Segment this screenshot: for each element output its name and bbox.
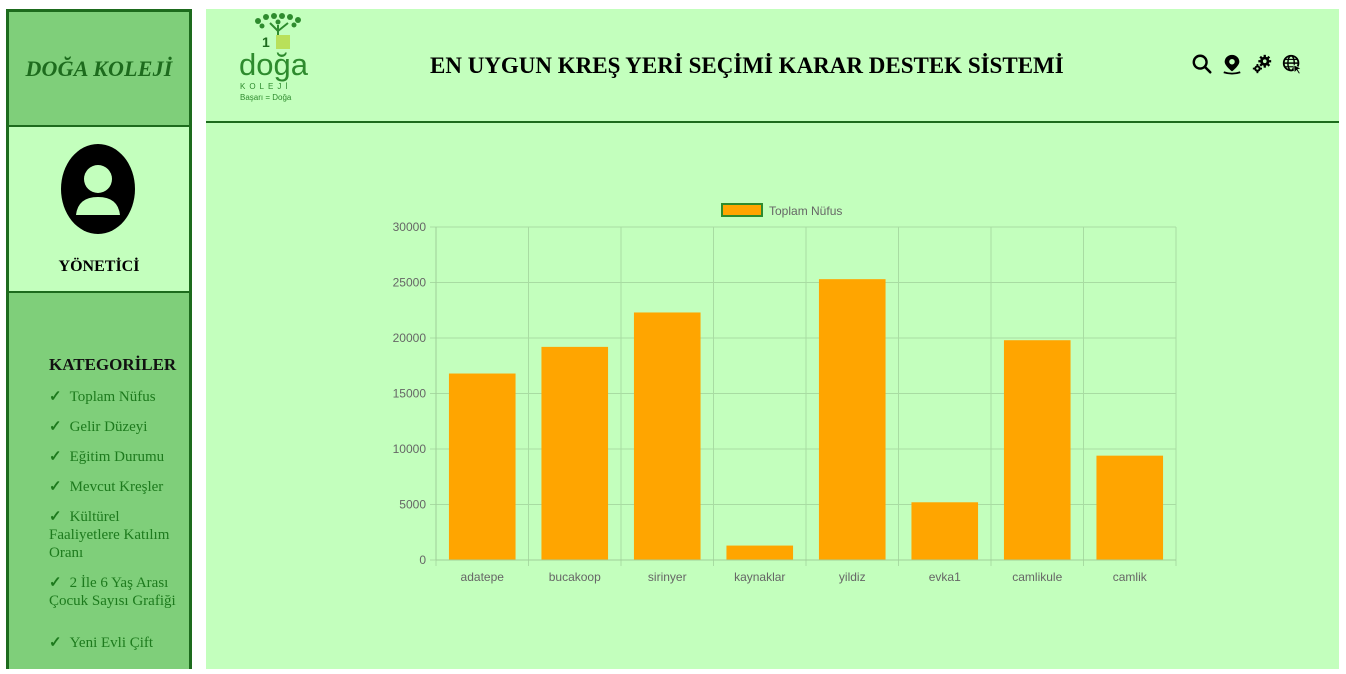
bar-yildiz — [818, 279, 886, 560]
check-icon: ✓ — [49, 449, 62, 465]
category-gelir-duzeyi[interactable]: ✓ Gelir Düzeyi — [49, 418, 189, 436]
page-title: EN UYGUN KREŞ YERİ SEÇİMİ KARAR DESTEK S… — [430, 53, 1064, 78]
category-mevcut-kresler[interactable]: ✓ Mevcut Kreşler — [49, 478, 189, 496]
check-icon: ✓ — [49, 635, 62, 651]
location-pin-icon[interactable] — [1221, 53, 1243, 75]
x-tick-label: adatepe — [461, 570, 505, 584]
check-icon: ✓ — [49, 389, 62, 405]
y-tick-label: 30000 — [393, 220, 427, 234]
y-tick-label: 25000 — [393, 276, 427, 290]
chart-area: 0 5000 10000 15000 20000 25000 30000 adatepe buc… — [206, 123, 1339, 669]
bar-sirinyer — [633, 312, 701, 560]
y-tick-label: 5000 — [399, 498, 426, 512]
population-bar-chart: 0 5000 10000 15000 20000 25000 30000 adatepe buc… — [393, 203, 1177, 584]
header: 1 doğa KOLEJİ Başarı = Doğa EN UYGUN KRE… — [206, 9, 1339, 123]
check-icon: ✓ — [49, 575, 62, 591]
x-tick-label: evka1 — [929, 570, 961, 584]
categories-section: KATEGORİLER ✓ Toplam Nüfus ✓ Gelir Düzeyi … — [9, 293, 189, 652]
category-yeni-evli-cift[interactable]: ✓ Yeni Evli Çift — [49, 634, 189, 652]
y-tick-label: 20000 — [393, 331, 427, 345]
x-tick-label: camlik — [1113, 570, 1148, 584]
brand-name: DOĞA KOLEJİ — [25, 55, 173, 81]
logo-sub: KOLEJİ — [240, 82, 292, 91]
search-icon[interactable] — [1191, 53, 1213, 75]
category-egitim-durumu[interactable]: ✓ Eğitim Durumu — [49, 448, 189, 466]
x-tick-label: camlikule — [1012, 570, 1062, 584]
category-label: Toplam Nüfus — [69, 389, 156, 405]
toolbar — [1191, 53, 1303, 75]
bar-camlikule — [1003, 340, 1071, 560]
x-tick-label: bucakoop — [549, 570, 601, 584]
bar-adatepe — [448, 373, 516, 560]
brand-area: DOĞA KOLEJİ — [9, 12, 189, 127]
category-label: Eğitim Durumu — [69, 449, 165, 465]
category-label: Kültürel Faaliyetlere Katılım Oranı — [49, 509, 170, 561]
main-panel: 1 doğa KOLEJİ Başarı = Doğa EN UYGUN KRE… — [206, 9, 1339, 669]
y-tick-label: 0 — [419, 553, 426, 567]
legend-label: Toplam Nüfus — [769, 204, 842, 218]
category-label: Gelir Düzeyi — [69, 419, 148, 435]
svg-text:1: 1 — [262, 34, 270, 50]
legend-swatch — [721, 203, 763, 217]
sidebar: DOĞA KOLEJİ YÖNETİCİ KATEGORİLER ✓ Toplam… — [6, 9, 192, 669]
profile-panel: YÖNETİCİ — [9, 127, 189, 293]
x-tick-label: kaynaklar — [734, 570, 785, 584]
x-tick-label: sirinyer — [648, 570, 687, 584]
bar-camlik — [1096, 455, 1164, 560]
category-label: Mevcut Kreşler — [69, 479, 164, 495]
check-icon: ✓ — [49, 479, 62, 495]
category-toplam-nufus[interactable]: ✓ Toplam Nüfus — [49, 388, 189, 406]
bar-kaynaklar — [726, 545, 794, 560]
check-icon: ✓ — [49, 419, 62, 435]
tree-logo-icon: 1 — [255, 13, 301, 50]
bar-evka1 — [911, 502, 979, 560]
logo-tagline: Başarı = Doğa — [240, 93, 292, 102]
y-tick-label: 15000 — [393, 387, 427, 401]
gears-icon[interactable] — [1251, 53, 1273, 75]
y-tick-label: 10000 — [393, 442, 427, 456]
category-list: ✓ Toplam Nüfus ✓ Gelir Düzeyi ✓ Eğitim Duru… — [49, 388, 189, 652]
category-cocuk-sayisi[interactable]: ✓ 2 İle 6 Yaş Arası Çocuk Sayısı Grafiği — [49, 574, 189, 610]
globe-cursor-icon[interactable] — [1281, 53, 1303, 75]
user-role: YÖNETİCİ — [58, 258, 140, 275]
bar-bucakoop — [541, 346, 609, 560]
user-avatar-icon — [61, 144, 135, 234]
categories-title: KATEGORİLER — [49, 355, 177, 374]
category-label: Yeni Evli Çift — [69, 635, 154, 651]
x-tick-label: yildiz — [839, 570, 866, 584]
category-kulturel-faaliyetler[interactable]: ✓ Kültürel Faaliyetlere Katılım Oranı — [49, 508, 189, 562]
logo-name: doğa — [239, 47, 308, 82]
check-icon: ✓ — [49, 509, 62, 525]
category-label: 2 İle 6 Yaş Arası Çocuk Sayısı Grafiği — [49, 575, 176, 609]
